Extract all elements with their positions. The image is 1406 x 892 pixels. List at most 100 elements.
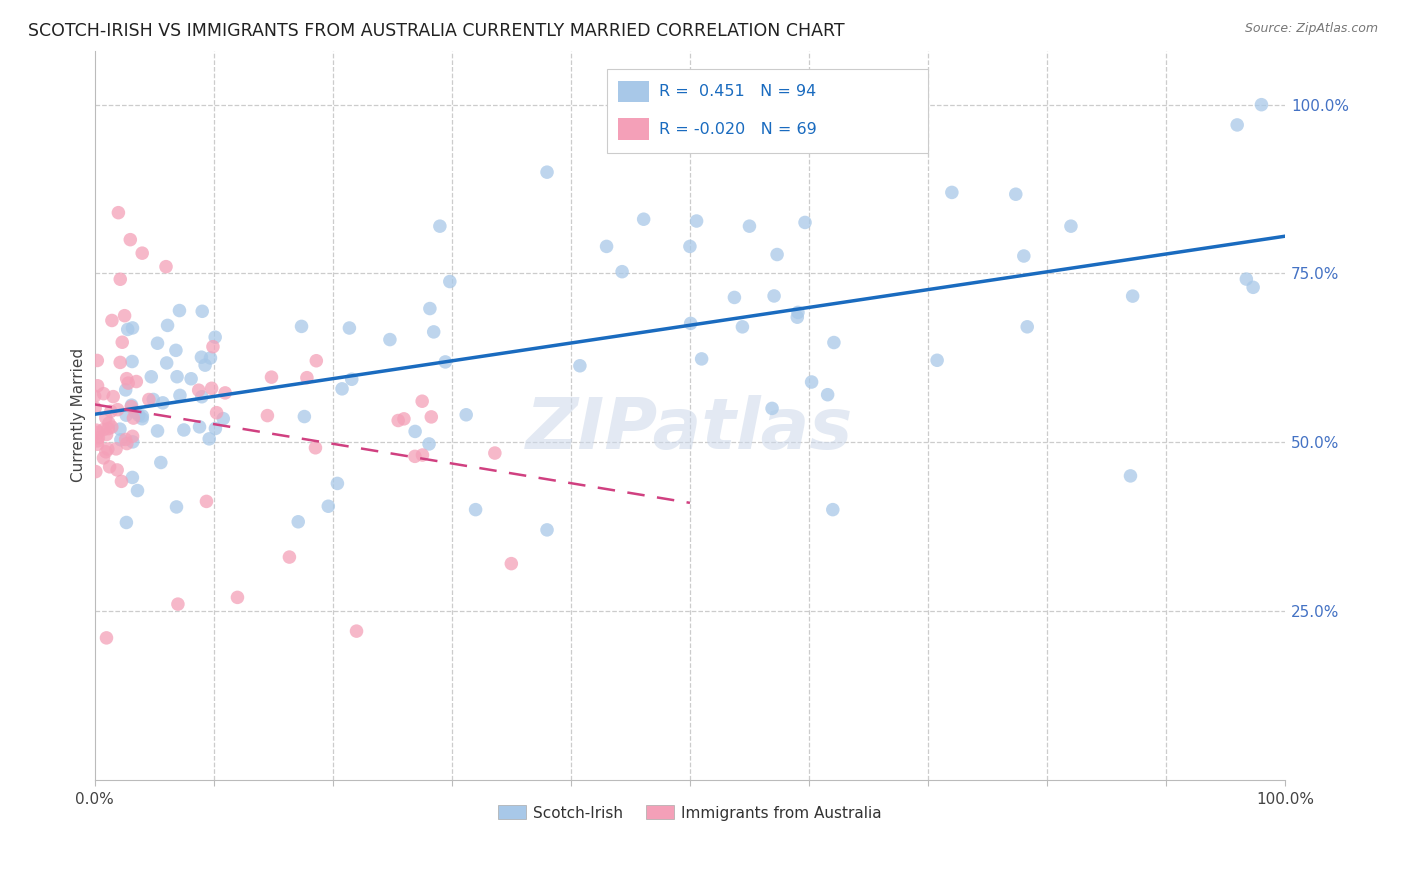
Point <box>97 442 120 456</box>
Point <box>330 382 353 396</box>
Point <box>115 371 138 385</box>
Point <box>101 313 124 327</box>
Point <box>107 205 129 219</box>
Point <box>194 358 217 372</box>
Point <box>731 319 754 334</box>
Point <box>141 369 163 384</box>
Point <box>166 369 188 384</box>
Point <box>83 389 105 403</box>
Point <box>1060 219 1083 234</box>
Point <box>180 372 202 386</box>
Point <box>94 444 117 458</box>
Point <box>110 433 132 447</box>
Point <box>392 412 415 426</box>
Point <box>633 212 655 227</box>
Point <box>1012 249 1035 263</box>
Point <box>346 624 368 639</box>
Point <box>120 233 142 247</box>
Point <box>86 434 108 448</box>
Point <box>763 289 786 303</box>
Point <box>1226 118 1249 132</box>
Point <box>93 423 115 437</box>
Point <box>501 557 523 571</box>
Point <box>146 336 169 351</box>
Point <box>94 410 117 425</box>
FancyBboxPatch shape <box>619 119 650 140</box>
Point <box>304 441 326 455</box>
Point <box>1004 187 1026 202</box>
Point <box>127 483 149 498</box>
Point <box>121 354 143 368</box>
Point <box>411 448 433 462</box>
Point <box>169 388 191 402</box>
Point <box>195 494 218 508</box>
Point <box>114 309 136 323</box>
Point <box>434 355 457 369</box>
Point <box>326 476 349 491</box>
Point <box>101 420 124 434</box>
Point <box>121 429 143 443</box>
Point <box>340 372 363 386</box>
Point <box>787 305 810 319</box>
Point <box>766 247 789 261</box>
Point <box>418 437 440 451</box>
Point <box>131 411 153 425</box>
Point <box>690 351 713 366</box>
Point <box>679 239 702 253</box>
Point <box>86 437 108 451</box>
Point <box>84 465 107 479</box>
Point <box>295 370 318 384</box>
Text: SCOTCH-IRISH VS IMMIGRANTS FROM AUSTRALIA CURRENTLY MARRIED CORRELATION CHART: SCOTCH-IRISH VS IMMIGRANTS FROM AUSTRALI… <box>28 22 845 40</box>
Point <box>121 398 143 412</box>
Point <box>316 500 339 514</box>
Point <box>124 405 146 419</box>
FancyBboxPatch shape <box>619 80 650 103</box>
Point <box>87 425 110 440</box>
Point <box>200 351 222 365</box>
Point <box>679 317 702 331</box>
Point <box>187 383 209 397</box>
Text: ZIPatlas: ZIPatlas <box>526 395 853 464</box>
Point <box>387 413 409 427</box>
Point <box>738 219 761 234</box>
Point <box>190 350 212 364</box>
Point <box>484 446 506 460</box>
Point <box>125 375 148 389</box>
Point <box>86 378 108 392</box>
Point <box>378 333 401 347</box>
Point <box>110 272 132 286</box>
Point <box>131 409 153 423</box>
Text: R = -0.020   N = 69: R = -0.020 N = 69 <box>659 122 817 136</box>
Point <box>87 431 110 445</box>
Point <box>191 304 214 318</box>
Point <box>1241 280 1264 294</box>
Point <box>115 436 138 450</box>
Point <box>339 321 361 335</box>
Point <box>111 335 134 350</box>
Point <box>610 265 633 279</box>
Point <box>121 470 143 484</box>
Point <box>138 392 160 407</box>
Point <box>152 396 174 410</box>
Point <box>260 370 283 384</box>
FancyBboxPatch shape <box>606 69 928 153</box>
Point <box>156 356 179 370</box>
Point <box>93 386 115 401</box>
Point <box>420 409 443 424</box>
Point <box>108 422 131 436</box>
Point <box>107 402 129 417</box>
Point <box>212 411 235 425</box>
Point <box>404 450 426 464</box>
Point <box>1017 319 1039 334</box>
Point <box>96 631 118 645</box>
Point <box>121 434 143 449</box>
Point <box>156 318 179 333</box>
Point <box>169 303 191 318</box>
Point <box>165 343 187 358</box>
Point <box>404 425 426 439</box>
Point <box>142 392 165 407</box>
Point <box>166 500 188 514</box>
Point <box>278 550 301 565</box>
Point <box>96 427 118 442</box>
Point <box>117 322 139 336</box>
